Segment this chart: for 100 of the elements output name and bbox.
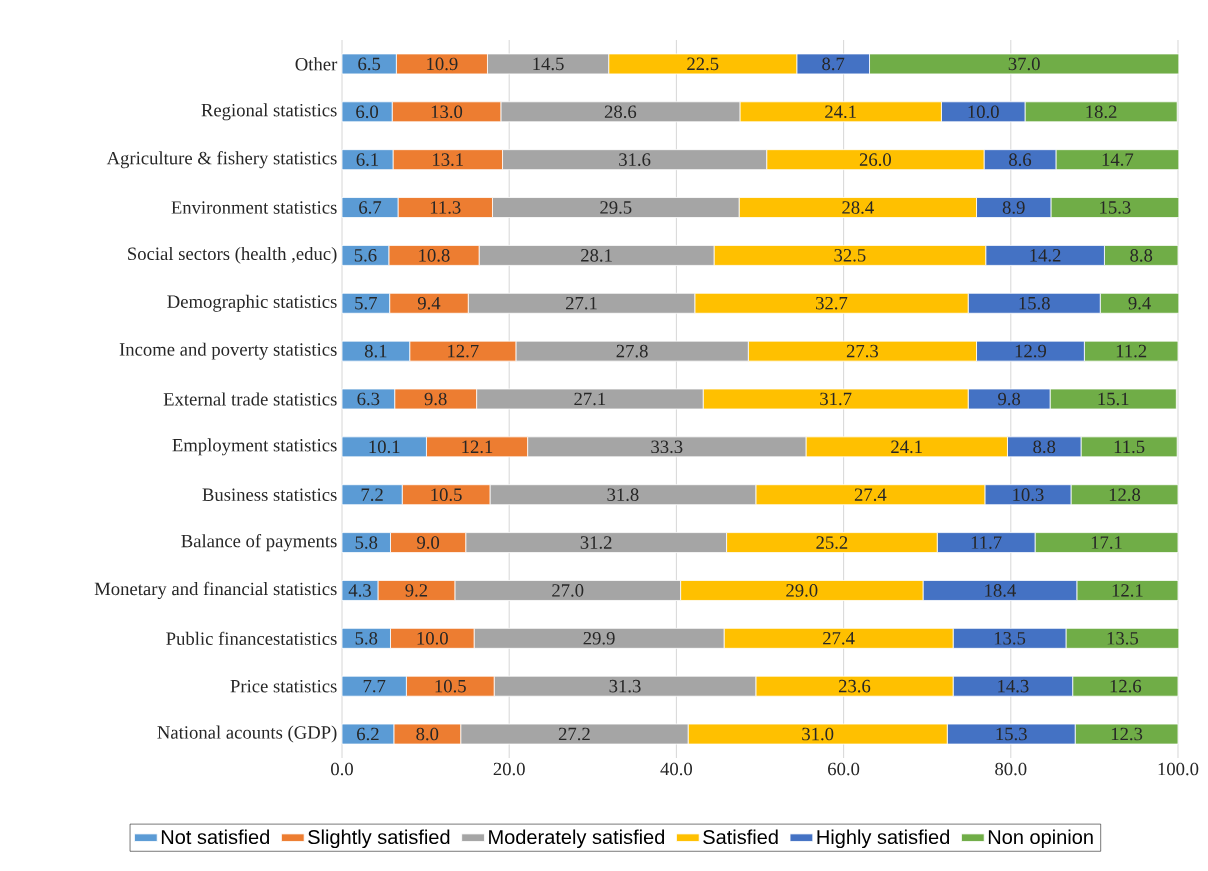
legend-label: Not satisfied xyxy=(161,829,270,845)
data-label: 11.2 xyxy=(1116,344,1147,358)
data-label: 12.6 xyxy=(1110,679,1142,693)
legend-label: Slightly satisfied xyxy=(308,829,450,849)
data-label: 10.0 xyxy=(968,105,999,119)
data-label: 17.1 xyxy=(1091,536,1122,549)
legend-label: Satisfied xyxy=(703,829,778,845)
data-label: 28.6 xyxy=(604,105,637,119)
data-label: 7.2 xyxy=(361,488,383,502)
data-label: 37.0 xyxy=(1008,57,1040,71)
data-label: 12.8 xyxy=(1109,488,1141,502)
y-tick-label: Monetary and financial statistics xyxy=(94,581,337,600)
data-label: 18.4 xyxy=(985,584,1016,597)
data-label: 6.1 xyxy=(356,153,379,166)
data-label: 24.1 xyxy=(891,440,922,454)
y-tick-label: Regional statistics xyxy=(201,103,337,121)
data-label: 32.5 xyxy=(834,249,866,262)
data-label: 28.4 xyxy=(842,201,874,214)
y-tick-label: Social sectors (health ,educ) xyxy=(128,246,337,264)
data-label: 27.3 xyxy=(846,344,879,358)
data-label: 12.1 xyxy=(462,440,493,454)
y-tick-label: Price statistics xyxy=(230,679,337,693)
data-label: 8.9 xyxy=(1002,201,1025,214)
legend-label: Non opinion xyxy=(988,829,1093,849)
data-label: 27.4 xyxy=(854,488,887,502)
x-tick-label: 60.0 xyxy=(828,762,860,776)
data-label: 4.3 xyxy=(348,584,371,597)
data-label: 10.8 xyxy=(419,249,450,262)
data-label: 9.2 xyxy=(405,584,428,597)
data-label: 5.6 xyxy=(354,249,377,262)
data-label: 14.3 xyxy=(998,679,1029,693)
data-label: 11.7 xyxy=(971,536,1002,549)
data-label: 8.0 xyxy=(416,727,439,741)
data-label: 13.0 xyxy=(431,105,463,119)
data-label: 27.1 xyxy=(574,392,606,406)
data-label: 12.9 xyxy=(1015,344,1047,358)
y-tick-label: Balance of payments xyxy=(181,534,337,552)
data-label: 31.3 xyxy=(609,679,641,693)
data-label: 11.3 xyxy=(430,201,461,214)
data-label: 10.5 xyxy=(431,488,462,502)
x-tick-label: 80.0 xyxy=(995,762,1027,776)
y-tick-label: External trade statistics xyxy=(163,392,337,406)
data-label: 10.3 xyxy=(1013,488,1044,502)
data-label: 8.8 xyxy=(1130,249,1153,262)
y-tick-label: National acounts (GDP) xyxy=(157,725,337,743)
data-label: 10.9 xyxy=(427,57,458,71)
y-tick-label: Income and poverty statistics xyxy=(119,342,337,360)
data-label: 29.0 xyxy=(786,584,818,597)
data-label: 24.1 xyxy=(825,105,856,119)
data-label: 8.1 xyxy=(364,344,387,358)
data-label: 31.2 xyxy=(580,536,612,549)
y-tick-label: Agriculture & fishery statistics xyxy=(106,151,337,169)
data-label: 15.3 xyxy=(996,727,1027,741)
data-label: 6.2 xyxy=(357,727,379,741)
data-label: 9.0 xyxy=(417,536,440,549)
data-label: 31.8 xyxy=(607,488,639,502)
data-label: 8.7 xyxy=(822,57,845,71)
data-label: 14.5 xyxy=(533,57,564,71)
y-tick-label: Employment statistics xyxy=(172,438,337,456)
y-tick-label: Other xyxy=(295,57,338,71)
y-tick-label: Environment statistics xyxy=(171,201,337,214)
data-label: 9.8 xyxy=(998,392,1021,406)
data-label: 14.2 xyxy=(1030,249,1061,262)
data-label: 27.0 xyxy=(552,584,584,597)
data-label: 15.8 xyxy=(1019,296,1050,310)
x-tick-label: 20.0 xyxy=(493,762,525,776)
data-label: 6.5 xyxy=(358,57,381,71)
x-tick-label: 40.0 xyxy=(660,762,693,776)
data-label: 12.7 xyxy=(448,344,479,358)
data-label: 5.8 xyxy=(355,536,378,549)
x-tick-label: 0.0 xyxy=(331,762,353,776)
data-label: 9.8 xyxy=(424,392,447,406)
data-label: 12.1 xyxy=(1112,584,1143,597)
data-label: 14.7 xyxy=(1102,153,1134,166)
data-label: 29.9 xyxy=(583,632,615,645)
data-label: 25.2 xyxy=(816,536,848,549)
data-label: 27.2 xyxy=(558,727,590,741)
y-tick-label: Demographic statistics xyxy=(167,294,337,312)
data-label: 7.7 xyxy=(363,679,386,693)
data-label: 8.6 xyxy=(1009,153,1032,166)
x-tick-label: 100.0 xyxy=(1158,762,1199,776)
data-label: 5.8 xyxy=(355,631,378,645)
data-label: 27.8 xyxy=(616,344,648,358)
data-label: 8.8 xyxy=(1033,440,1056,454)
data-label: 13.1 xyxy=(433,153,463,166)
data-label: 12.3 xyxy=(1111,727,1143,741)
data-label: 31.0 xyxy=(802,727,834,741)
data-label: 27.1 xyxy=(566,296,597,310)
data-label: 22.5 xyxy=(687,57,719,71)
data-label: 29.5 xyxy=(600,201,632,214)
data-label: 11.5 xyxy=(1114,440,1145,454)
data-label: 28.1 xyxy=(581,249,612,262)
data-label: 32.7 xyxy=(816,296,848,310)
data-label: 27.4 xyxy=(823,632,855,645)
data-label: 10.5 xyxy=(435,679,466,693)
legend-label: Highly satisfied xyxy=(817,829,950,849)
data-label: 13.5 xyxy=(1107,632,1139,645)
data-label: 31.6 xyxy=(619,153,651,166)
data-label: 15.3 xyxy=(1100,201,1131,214)
data-label: 10.1 xyxy=(369,440,400,454)
